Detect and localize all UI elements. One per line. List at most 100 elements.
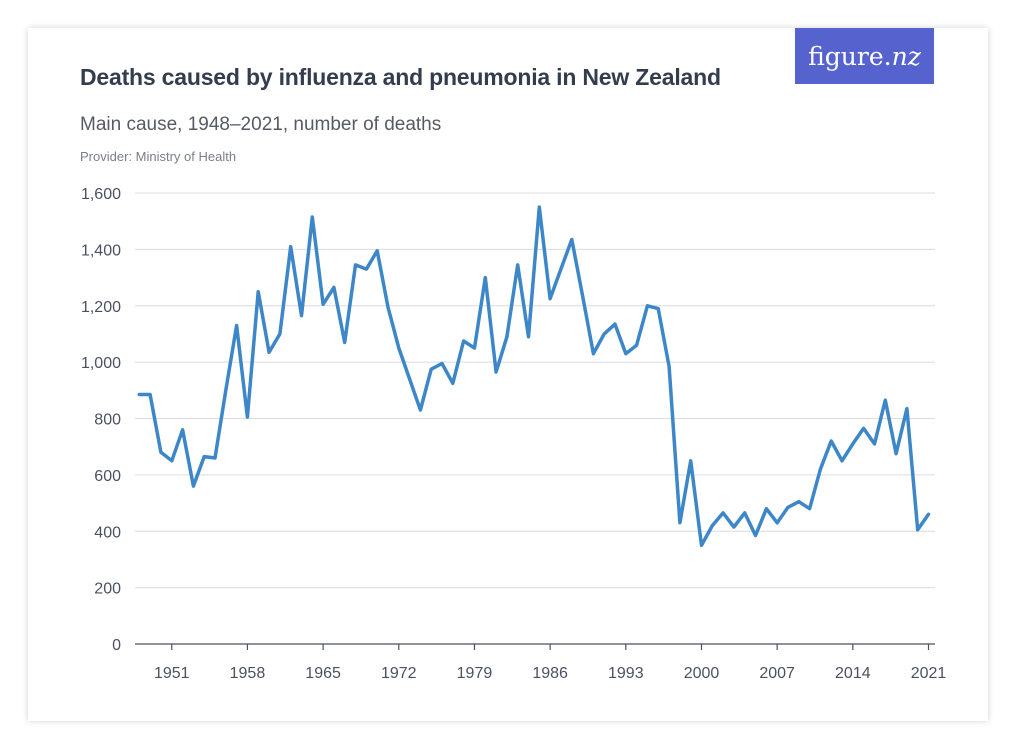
data-point[interactable] [783,502,793,512]
data-point[interactable] [426,364,436,374]
logo-text-main: figure. [808,41,892,71]
data-point[interactable] [599,329,609,339]
y-axis-labels: 0 200 400 600 800 1,000 1,200 1,400 1,600 [81,186,121,654]
data-point[interactable] [902,404,912,414]
data-point[interactable] [556,264,566,274]
x-tick-label: 1993 [608,665,644,682]
data-point[interactable] [329,282,339,292]
data-point[interactable] [826,436,836,446]
data-point[interactable] [524,332,534,342]
data-point[interactable] [621,349,631,359]
data-point[interactable] [361,264,371,274]
x-tick-label: 1972 [381,665,417,682]
data-point[interactable] [588,349,598,359]
data-point[interactable] [178,425,188,435]
data-point[interactable] [394,343,404,353]
x-tick-label: 1951 [154,665,190,682]
data-point[interactable] [578,291,588,301]
data-point[interactable] [664,361,674,371]
data-point[interactable] [318,299,328,309]
data-point[interactable] [156,447,166,457]
data-point[interactable] [221,385,231,395]
data-point[interactable] [383,302,393,312]
data-point[interactable] [469,343,479,353]
data-point[interactable] [167,456,177,466]
data-point[interactable] [642,301,652,311]
data-point[interactable] [815,464,825,474]
y-tick-label: 1,200 [81,299,121,316]
x-axis: 1951 1958 1965 1972 1979 1986 1993 2000 2007 2014… [135,643,947,682]
data-point[interactable] [653,304,663,314]
data-point[interactable] [567,235,577,245]
data-point[interactable] [513,260,523,270]
data-point[interactable] [805,504,815,514]
data-point[interactable] [707,521,717,531]
data-point[interactable] [286,242,296,252]
data-point[interactable] [264,347,274,357]
data-point[interactable] [405,374,415,384]
data-point[interactable] [480,273,490,283]
data-point[interactable] [869,439,879,449]
data-point[interactable] [718,508,728,518]
data-point[interactable] [415,405,425,415]
data-point[interactable] [307,212,317,222]
chart-title: Deaths caused by influenza and pneumonia… [80,64,721,90]
data-point[interactable] [340,337,350,347]
data-point[interactable] [199,452,209,462]
data-point[interactable] [761,504,771,514]
chart-subtitle: Main cause, 1948–2021, number of deaths [80,114,442,135]
data-point[interactable] [696,540,706,550]
data-point[interactable] [675,518,685,528]
data-point[interactable] [729,522,739,532]
x-tick-label: 2007 [759,665,795,682]
data-point[interactable] [491,367,501,377]
figure-nz-logo[interactable]: figure. nz [795,28,934,84]
data-point[interactable] [610,319,620,329]
y-tick-label: 400 [94,524,121,541]
data-point[interactable] [880,395,890,405]
x-tick-label: 2021 [911,665,947,682]
data-point[interactable] [772,518,782,528]
x-tick-label: 2014 [835,665,871,682]
data-point[interactable] [859,423,869,433]
data-point[interactable] [242,412,252,422]
data-point[interactable] [534,202,544,212]
data-point[interactable] [372,246,382,256]
y-tick-label: 800 [94,412,121,429]
data-point[interactable] [145,390,155,400]
series-line-deaths [137,205,931,548]
data-point[interactable] [232,320,242,330]
data-point[interactable] [632,340,642,350]
data-point[interactable] [924,509,934,519]
data-point[interactable] [296,311,306,321]
data-point[interactable] [134,390,144,400]
y-tick-label: 600 [94,468,121,485]
data-point[interactable] [686,456,696,466]
data-point[interactable] [794,497,804,507]
x-tick-label: 1986 [532,665,568,682]
data-point[interactable] [188,481,198,491]
series-layer [134,202,934,550]
data-point[interactable] [545,294,555,304]
data-point[interactable] [210,453,220,463]
data-point[interactable] [448,378,458,388]
data-point[interactable] [837,456,847,466]
data-point[interactable] [740,508,750,518]
data-point[interactable] [913,525,923,535]
data-point[interactable] [891,449,901,459]
data-point[interactable] [351,260,361,270]
data-point[interactable] [275,329,285,339]
data-point[interactable] [848,439,858,449]
data-point[interactable] [459,336,469,346]
logo-text-italic: nz [891,41,921,71]
data-point[interactable] [751,530,761,540]
y-tick-label: 1,600 [81,186,121,203]
data-point[interactable] [437,359,447,369]
x-tick-label: 1979 [457,665,493,682]
data-point[interactable] [253,287,263,297]
y-tick-label: 1,000 [81,355,121,372]
x-tick-label: 1965 [305,665,341,682]
x-tick-label: 2000 [684,665,720,682]
data-point[interactable] [502,332,512,342]
